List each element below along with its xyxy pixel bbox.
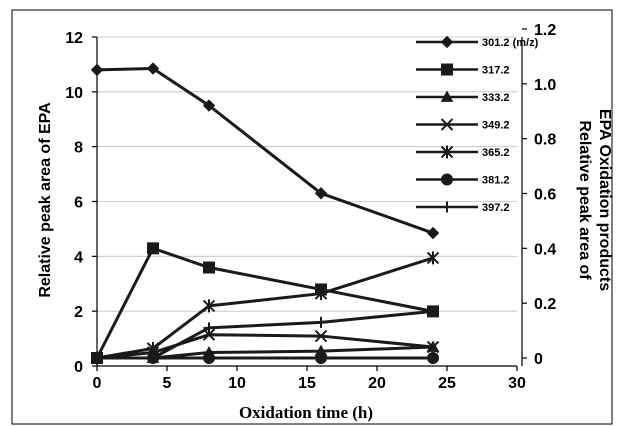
- x-tick-label-4: 20: [368, 375, 386, 392]
- series-6-point-4: [427, 305, 439, 317]
- series-3-point-4: [426, 340, 440, 354]
- series-0-point-4: [426, 226, 440, 240]
- gridlines: [97, 36, 517, 312]
- tick-labels: 0 5 10 15 20 25 30 0 2 4 6 8 10 12 0 0.2 0.4 0.6 0.8 1.0 1.2: [65, 22, 556, 392]
- series-4-point-4: [426, 251, 440, 265]
- series-0-point-3: [314, 187, 328, 200]
- x-tick-label-1: 5: [163, 375, 172, 392]
- series-line-3: [96, 333, 434, 360]
- series-0: [90, 62, 440, 240]
- series-0-point-0: [90, 63, 104, 77]
- legend-item-5: 381.2: [416, 173, 510, 187]
- y-left-tick-label-5: 10: [65, 85, 83, 102]
- series-6: [91, 305, 439, 364]
- legend-marker-4: [440, 145, 454, 159]
- chart-frame: [11, 9, 613, 425]
- y-right-tick-label-1: 0.2: [534, 296, 556, 313]
- series-4-point-2: [202, 299, 216, 313]
- series-4-point-3: [314, 287, 328, 301]
- y-axis-left-title: Relative peak area of EPA: [37, 102, 54, 298]
- legend-item-6: 397.2: [416, 201, 510, 214]
- legend: 301.2 (m/z) 317.2 333.2 349.2 365.2 381.2 397.…: [416, 35, 539, 214]
- legend-label-6: 397.2: [482, 202, 510, 214]
- legend-item-3: 349.2: [416, 118, 510, 132]
- legend-marker-3: [440, 118, 454, 131]
- y-right-tick-label-5: 1.0: [534, 77, 556, 94]
- legend-item-1: 317.2: [416, 63, 510, 77]
- y-right-tick-label-3: 0.6: [534, 187, 556, 204]
- series-5-point-3: [315, 352, 327, 364]
- legend-label-2: 333.2: [482, 92, 510, 104]
- series-6-point-2: [203, 322, 215, 334]
- x-tick-label-5: 25: [438, 375, 456, 392]
- y-left-tick-label-0: 0: [74, 359, 83, 376]
- legend-marker-2: [440, 90, 454, 102]
- x-tick-label-6: 30: [508, 375, 526, 392]
- x-tick-label-0: 0: [93, 375, 102, 392]
- y-left-tick-label-3: 6: [74, 195, 83, 212]
- y-axis-right-title-line1: Relative peak area of: [576, 120, 593, 280]
- y-left-tick-label-2: 4: [74, 249, 83, 266]
- series-6-point-1: [147, 352, 159, 364]
- series-0-point-2: [202, 99, 216, 112]
- legend-marker-6: [441, 201, 453, 213]
- y-left-tick-label-4: 8: [74, 140, 83, 157]
- y-right-tick-label-6: 1.2: [534, 22, 556, 39]
- x-axis-title: Oxidation time (h): [239, 403, 373, 422]
- series-6-point-3: [315, 316, 327, 328]
- series-5-point-4: [427, 352, 439, 364]
- y-left-tick-label-1: 2: [74, 304, 83, 321]
- x-tick-label-3: 15: [298, 375, 316, 392]
- legend-item-2: 333.2: [416, 90, 510, 104]
- legend-label-1: 317.2: [482, 65, 510, 77]
- legend-label-3: 349.2: [482, 120, 510, 132]
- y-right-tick-label-0: 0: [534, 351, 543, 368]
- series-layer: [90, 62, 440, 365]
- legend-label-5: 381.2: [482, 175, 510, 187]
- legend-item-0: 301.2 (m/z): [416, 35, 539, 49]
- legend-marker-1: [441, 63, 453, 76]
- legend-marker-0: [440, 35, 454, 49]
- y-left-tick-label-6: 12: [65, 30, 83, 47]
- series-6-point-0: [91, 352, 103, 364]
- legend-marker-5: [441, 173, 453, 186]
- x-tick-label-2: 10: [228, 375, 246, 392]
- legend-label-4: 365.2: [482, 147, 510, 159]
- series-1-point-1: [147, 242, 159, 255]
- legend-item-4: 365.2: [416, 145, 510, 159]
- series-5-point-2: [203, 352, 215, 364]
- series-0-point-1: [146, 62, 160, 75]
- y-axis-right-title-line2: EPA Oxidation products: [596, 109, 613, 291]
- series-3-point-3: [314, 329, 328, 343]
- series-1-point-2: [203, 261, 215, 274]
- y-right-tick-label-2: 0.4: [534, 241, 556, 258]
- series-1: [91, 242, 439, 364]
- legend-label-0: 301.2 (m/z): [482, 37, 539, 49]
- y-right-tick-label-4: 0.8: [534, 132, 556, 149]
- series-line-0: [96, 67, 434, 235]
